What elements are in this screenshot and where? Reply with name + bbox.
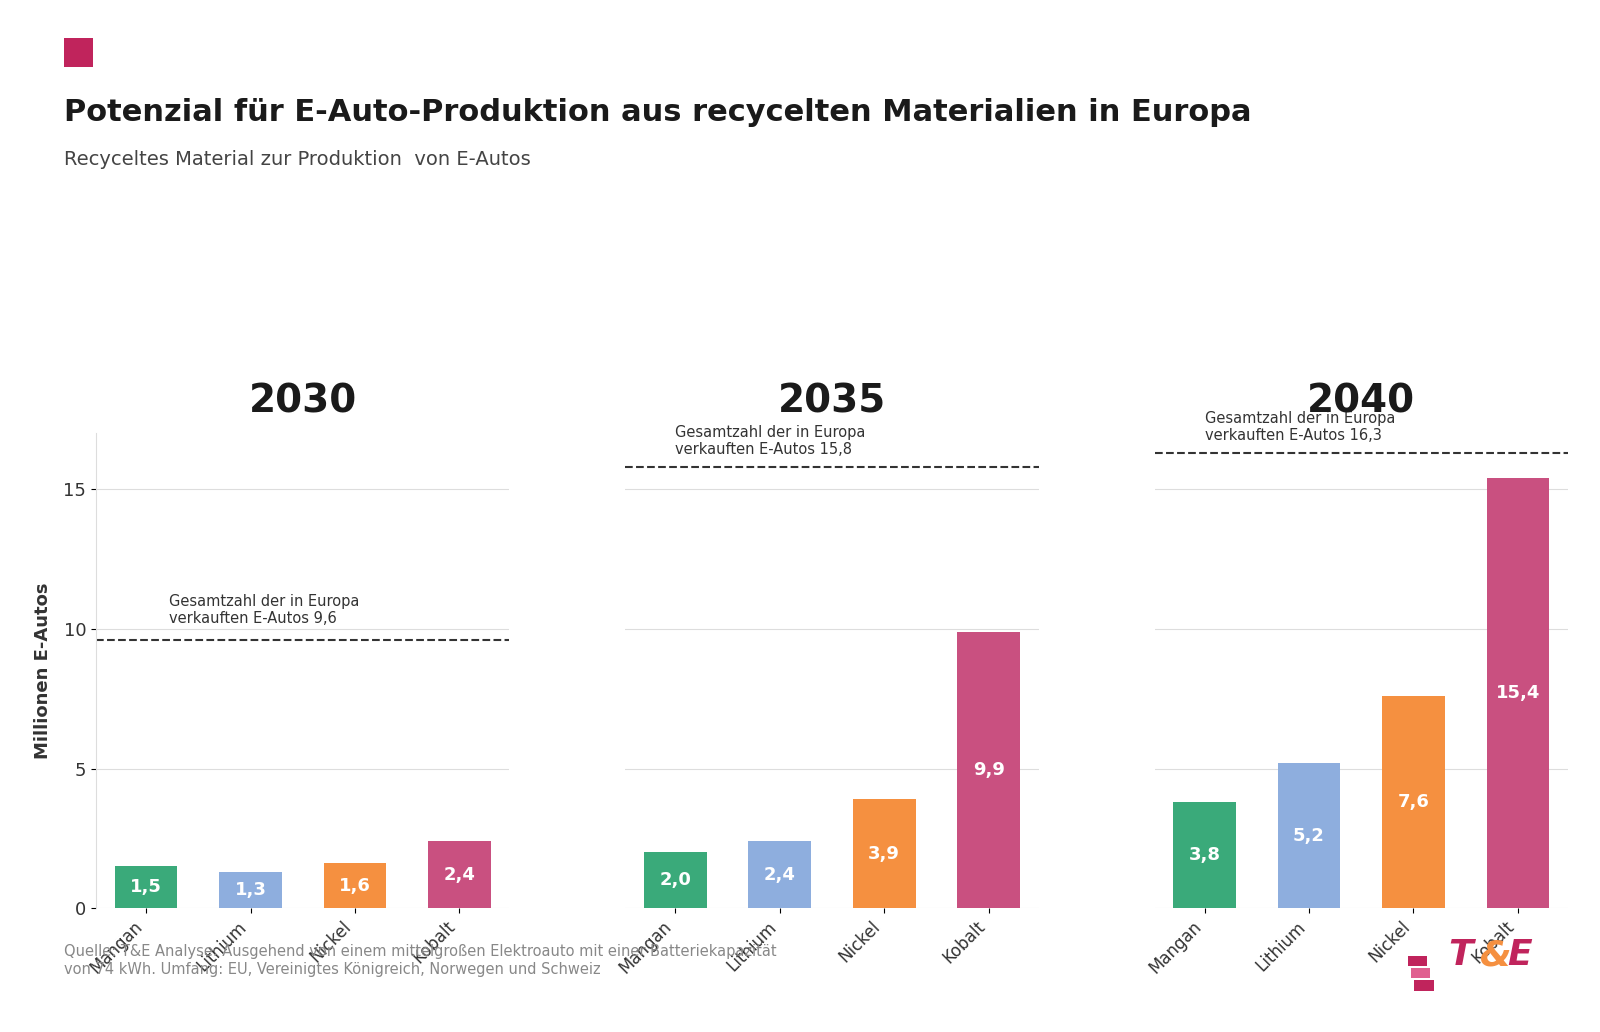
Text: Gesamtzahl der in Europa
verkauften E-Autos 15,8: Gesamtzahl der in Europa verkauften E-Au… [675, 425, 866, 457]
Bar [645, 852, 707, 908]
Text: 1,6: 1,6 [339, 877, 371, 895]
Y-axis label: Millionen E-Autos: Millionen E-Autos [34, 582, 53, 760]
Text: 7,6: 7,6 [1397, 793, 1429, 811]
Text: 1,3: 1,3 [235, 881, 267, 899]
Text: 15,4: 15,4 [1496, 684, 1541, 702]
Bar [853, 799, 915, 908]
Text: Potenzial für E-Auto-Produktion aus recycelten Materialien in Europa: Potenzial für E-Auto-Produktion aus recy… [64, 98, 1251, 127]
Bar [749, 841, 811, 908]
Bar [1486, 478, 1549, 908]
Bar [323, 864, 386, 908]
Bar [1278, 763, 1341, 908]
Bar [115, 866, 178, 908]
Text: 5,2: 5,2 [1293, 827, 1325, 844]
Text: 3,8: 3,8 [1189, 846, 1221, 864]
Bar [219, 872, 282, 908]
Text: Gesamtzahl der in Europa
verkauften E-Autos 9,6: Gesamtzahl der in Europa verkauften E-Au… [170, 593, 360, 626]
Text: &: & [1480, 938, 1512, 972]
Text: Recyceltes Material zur Produktion  von E-Autos: Recyceltes Material zur Produktion von E… [64, 150, 531, 168]
Bar [1173, 802, 1235, 908]
Title: 2030: 2030 [248, 383, 357, 421]
Text: 3,9: 3,9 [869, 845, 901, 863]
Text: E: E [1507, 938, 1531, 972]
Text: 2,4: 2,4 [763, 866, 795, 883]
Text: Gesamtzahl der in Europa
verkauften E-Autos 16,3: Gesamtzahl der in Europa verkauften E-Au… [1205, 411, 1395, 443]
Text: 2,4: 2,4 [443, 866, 475, 883]
Text: 1,5: 1,5 [130, 878, 162, 896]
Text: 2,0: 2,0 [659, 871, 691, 890]
Bar [957, 632, 1019, 908]
Title: 2040: 2040 [1307, 383, 1416, 421]
Text: 9,9: 9,9 [973, 761, 1005, 779]
Bar [1382, 696, 1445, 908]
Title: 2035: 2035 [778, 383, 886, 421]
Text: Quelle: T&E Analyse. Ausgehend von einem mittelgroßen Elektroauto mit einer Batt: Quelle: T&E Analyse. Ausgehend von einem… [64, 944, 776, 976]
Text: T: T [1448, 938, 1472, 972]
Bar [429, 841, 491, 908]
